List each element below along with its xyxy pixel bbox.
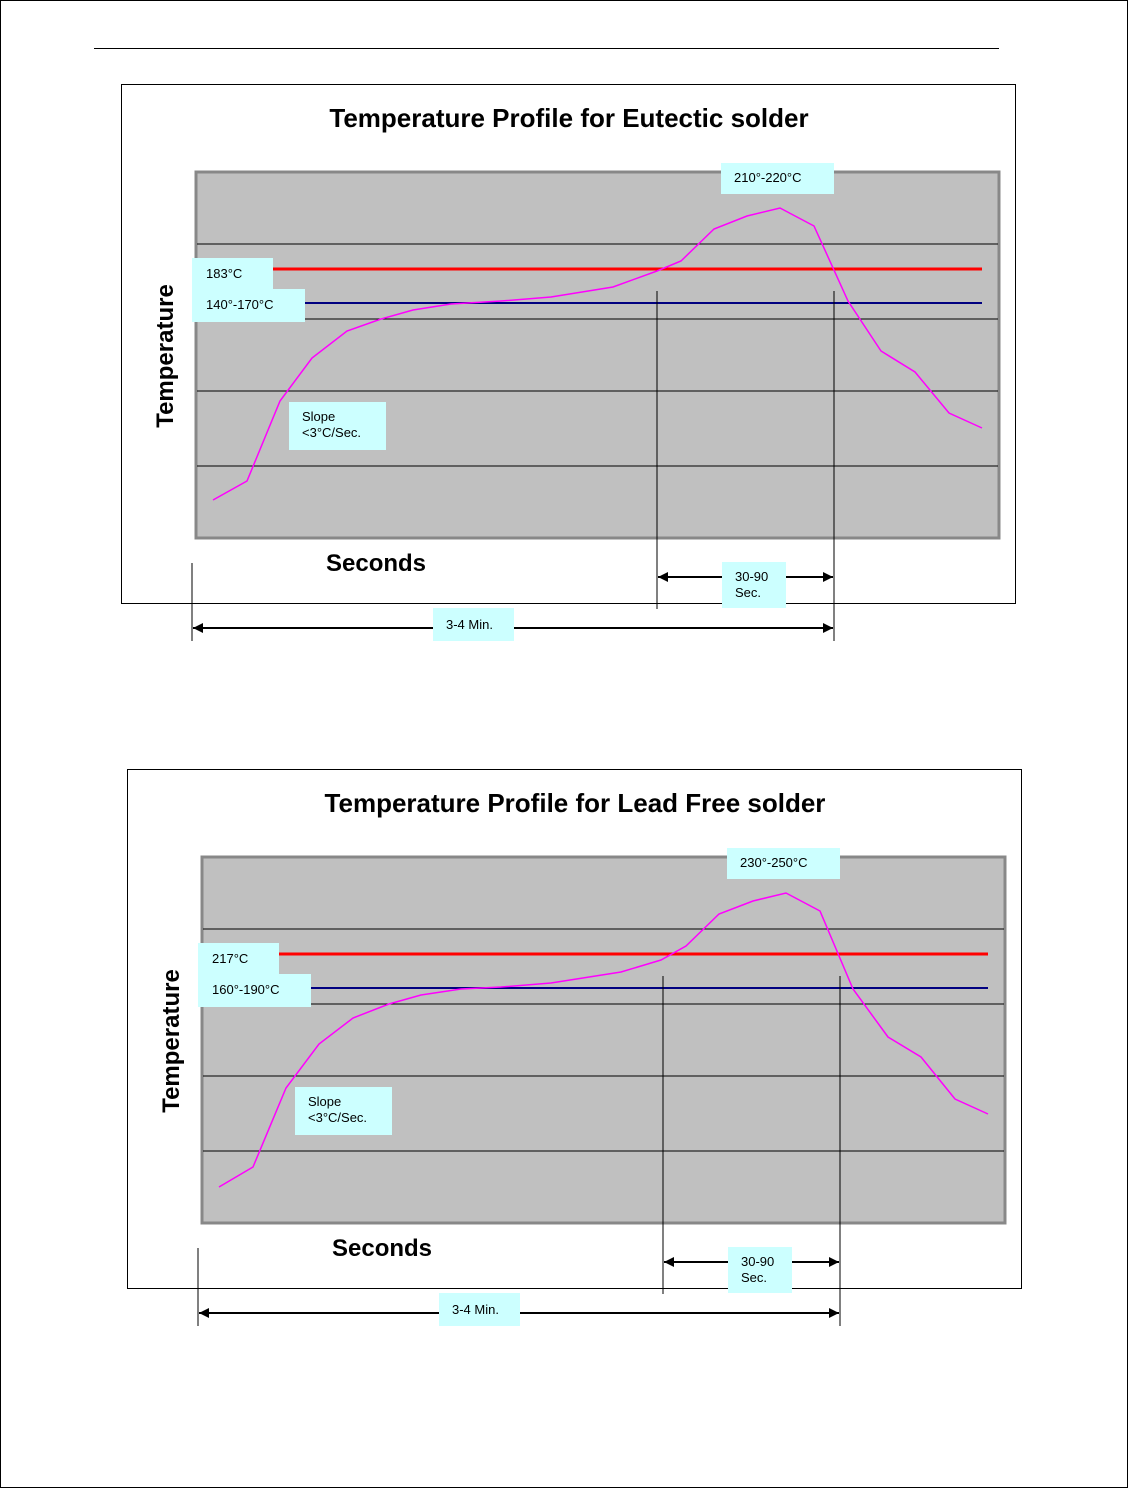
slope-label-line2: <3°C/Sec. (302, 425, 361, 440)
peak-label: 210°-220°C (734, 170, 802, 185)
diagram-svg: Temperature Profile for Eutectic solder 1… (121, 84, 1016, 641)
eutectic-profile-diagram: Temperature Profile for Eutectic solder 1… (121, 84, 1081, 654)
liquidus-label-box (198, 943, 279, 976)
soak-label: 160°-190°C (212, 982, 280, 997)
header-rule (94, 48, 999, 49)
tal-label-line1: 30-90 (741, 1254, 774, 1269)
tal-label-line2: Sec. (735, 585, 761, 600)
slope-label-box (295, 1087, 392, 1135)
total-time-arrow-left-arrowhead-icon (193, 623, 203, 633)
diagram-svg: Temperature Profile for Lead Free solder… (127, 769, 1022, 1326)
total-time-arrow-right-arrowhead-icon (829, 1308, 839, 1318)
slope-label-line1: Slope (308, 1094, 341, 1109)
y-axis-title: Temperature (152, 284, 179, 428)
diagram-title: Temperature Profile for Eutectic solder (329, 103, 808, 133)
liquidus-label: 217°C (212, 951, 248, 966)
temperature-profile-curve (218, 892, 989, 1188)
total-label: 3-4 Min. (446, 617, 493, 632)
y-axis-title: Temperature (158, 969, 185, 1113)
tal-arrow-right-arrowhead-icon (829, 1257, 839, 1267)
total-label-box (433, 608, 514, 641)
tal-arrow-left-arrowhead-icon (664, 1257, 674, 1267)
liquidus-label-box (192, 258, 273, 291)
temperature-profile-curve (212, 207, 983, 501)
tal-label-line2: Sec. (741, 1270, 767, 1285)
tal-label-box (722, 562, 786, 608)
soak-label-box (192, 289, 305, 322)
peak-label: 230°-250°C (740, 855, 808, 870)
total-time-arrow-left-arrowhead-icon (199, 1308, 209, 1318)
slope-label-line1: Slope (302, 409, 335, 424)
slope-label-line2: <3°C/Sec. (308, 1110, 367, 1125)
total-label-box (439, 1293, 520, 1326)
x-axis-title: Seconds (326, 550, 426, 577)
plot-area (194, 170, 1001, 540)
diagram-title: Temperature Profile for Lead Free solder (325, 788, 826, 818)
total-label: 3-4 Min. (452, 1302, 499, 1317)
lead-free-profile-diagram: Temperature Profile for Lead Free solder… (127, 769, 1087, 1339)
tal-label-box (728, 1247, 792, 1293)
peak-label-box (721, 163, 834, 194)
soak-label-box (198, 974, 311, 1007)
soak-label: 140°-170°C (206, 297, 274, 312)
tal-label-line1: 30-90 (735, 569, 768, 584)
peak-label-box (727, 848, 840, 879)
slope-label-box (289, 402, 386, 450)
x-axis-title: Seconds (332, 1235, 432, 1262)
tal-arrow-right-arrowhead-icon (823, 572, 833, 582)
tal-arrow-left-arrowhead-icon (658, 572, 668, 582)
plot-area (200, 855, 1007, 1225)
total-time-arrow-right-arrowhead-icon (823, 623, 833, 633)
liquidus-label: 183°C (206, 266, 242, 281)
